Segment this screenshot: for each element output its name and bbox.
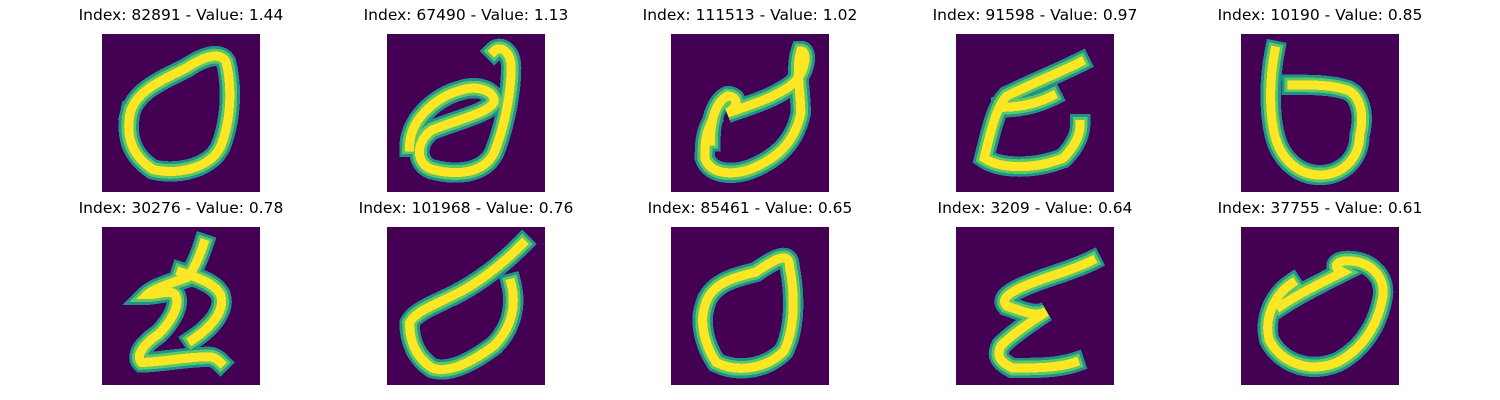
- glyph-stroke-layer-3: [405, 44, 516, 178]
- glyph-stroke-layer-3: [979, 56, 1087, 172]
- panel-4: Index: 91598 - Value: 0.97: [885, 0, 1185, 192]
- glyph-loop-a: [117, 45, 240, 182]
- glyph-stroke-layer-3: [1266, 45, 1367, 180]
- panel-title: Index: 3209 - Value: 0.64: [937, 199, 1133, 217]
- glyph-arrow-loop: [1257, 250, 1394, 377]
- digit-image: [1241, 34, 1399, 192]
- glyph-stroke-layer-3: [1263, 256, 1388, 372]
- panel-title: Index: 82891 - Value: 1.44: [78, 6, 284, 24]
- panel-1: Index: 82891 - Value: 1.44: [31, 0, 331, 192]
- digit-image: [671, 34, 829, 192]
- panel-title: Index: 10190 - Value: 0.85: [1217, 6, 1423, 24]
- glyph-stroke-layer-3: [124, 51, 235, 176]
- digit-image: [102, 227, 260, 385]
- panel-10: Index: 37755 - Value: 0.61: [1170, 193, 1470, 385]
- panel-2: Index: 67490 - Value: 1.13: [316, 0, 616, 192]
- panel-title: Index: 67490 - Value: 1.13: [363, 6, 569, 24]
- glyph-z-shape: [988, 247, 1106, 379]
- digit-image: [956, 34, 1114, 192]
- digit-image: [956, 227, 1114, 385]
- glyph-stroke-layer-3: [700, 46, 810, 178]
- glyph-e-shape: [972, 48, 1094, 177]
- glyph-loop-b: [692, 247, 804, 379]
- panel-title: Index: 37755 - Value: 0.61: [1217, 199, 1423, 217]
- panel-title: Index: 111513 - Value: 1.02: [642, 6, 858, 24]
- glyph-stroke-layer-3: [405, 237, 529, 374]
- panel-title: Index: 30276 - Value: 0.78: [78, 199, 284, 217]
- panel-title: Index: 101968 - Value: 0.76: [358, 199, 574, 217]
- panel-9: Index: 3209 - Value: 0.64: [885, 193, 1185, 385]
- glyph-d-curve: [399, 229, 537, 380]
- glyph-two: [122, 231, 235, 377]
- panel-5: Index: 10190 - Value: 0.85: [1170, 0, 1470, 192]
- digit-image: [102, 34, 260, 192]
- panel-title: Index: 91598 - Value: 0.97: [932, 6, 1138, 24]
- glyph-cup: [694, 40, 816, 183]
- digit-image: [387, 34, 545, 192]
- panel-8: Index: 85461 - Value: 0.65: [600, 193, 900, 385]
- digit-image: [671, 227, 829, 385]
- digit-image: [387, 227, 545, 385]
- glyph-stroke-layer-3: [994, 254, 1098, 373]
- glyph-b-shape: [1260, 38, 1372, 186]
- digit-image: [1241, 227, 1399, 385]
- glyph-stroke-layer-3: [698, 253, 798, 373]
- panel-7: Index: 101968 - Value: 0.76: [316, 193, 616, 385]
- panel-title: Index: 85461 - Value: 0.65: [647, 199, 853, 217]
- panel-6: Index: 30276 - Value: 0.78: [31, 193, 331, 385]
- glyph-d-loop: [399, 38, 522, 183]
- glyph-stroke-layer-3: [134, 238, 227, 369]
- panel-3: Index: 111513 - Value: 1.02: [600, 0, 900, 192]
